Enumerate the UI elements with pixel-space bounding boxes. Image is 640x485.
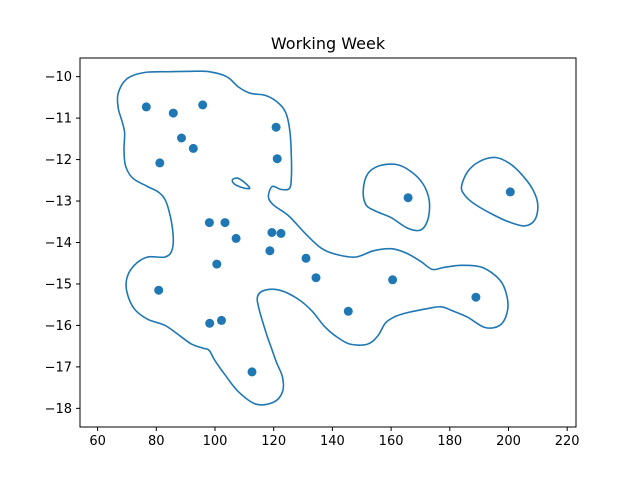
y-tick-label: −11 bbox=[45, 112, 72, 127]
x-tick-label: 60 bbox=[89, 434, 106, 449]
y-tick-label: −15 bbox=[45, 277, 72, 292]
y-axis-ticks: −10 −11 −12 −13 −14 −15 −16 −17 −18 bbox=[45, 70, 80, 417]
data-point-24 bbox=[471, 292, 481, 302]
y-tick-label: −14 bbox=[45, 236, 72, 251]
point-layer bbox=[141, 100, 515, 377]
y-tick-label: −12 bbox=[45, 153, 72, 168]
data-point-12 bbox=[276, 228, 286, 238]
y-tick-label: −17 bbox=[45, 360, 72, 375]
x-tick-label: 120 bbox=[261, 434, 286, 449]
density-contour-1 bbox=[231, 177, 251, 190]
y-tick-label: −18 bbox=[45, 402, 72, 417]
data-point-18 bbox=[205, 318, 215, 328]
data-point-6 bbox=[271, 122, 281, 132]
x-tick-label: 220 bbox=[555, 434, 580, 449]
data-point-7 bbox=[272, 154, 282, 164]
data-point-2 bbox=[198, 100, 208, 110]
data-point-14 bbox=[265, 246, 275, 256]
data-point-16 bbox=[311, 273, 321, 283]
density-contour-2 bbox=[362, 163, 431, 232]
data-point-17 bbox=[154, 285, 164, 295]
data-point-19 bbox=[217, 315, 226, 325]
y-tick-label: −10 bbox=[45, 70, 72, 85]
data-point-23 bbox=[403, 193, 413, 203]
data-point-21 bbox=[343, 306, 353, 316]
x-tick-label: 180 bbox=[437, 434, 462, 449]
data-point-20 bbox=[247, 367, 257, 377]
density-contour-3 bbox=[460, 156, 539, 227]
x-tick-label: 160 bbox=[379, 434, 404, 449]
x-tick-label: 200 bbox=[496, 434, 521, 449]
data-point-3 bbox=[177, 133, 186, 143]
x-tick-label: 140 bbox=[320, 434, 345, 449]
data-point-1 bbox=[168, 108, 178, 118]
data-point-4 bbox=[188, 143, 198, 153]
x-tick-label: 100 bbox=[203, 434, 228, 449]
contour-layer bbox=[116, 70, 539, 406]
data-point-0 bbox=[141, 102, 151, 112]
data-point-10 bbox=[231, 233, 241, 243]
y-tick-label: −13 bbox=[45, 195, 72, 210]
y-tick-label: −16 bbox=[45, 319, 72, 334]
chart-title: Working Week bbox=[271, 34, 386, 53]
x-axis-ticks: 60 80 100 120 140 160 180 200 220 bbox=[89, 427, 580, 449]
data-point-13 bbox=[212, 259, 222, 269]
data-point-5 bbox=[155, 158, 165, 168]
x-tick-label: 80 bbox=[148, 434, 165, 449]
data-point-22 bbox=[388, 275, 398, 285]
data-point-8 bbox=[204, 218, 214, 228]
data-point-15 bbox=[301, 253, 311, 263]
data-point-9 bbox=[220, 218, 230, 228]
data-point-25 bbox=[505, 187, 515, 197]
data-point-11 bbox=[267, 228, 277, 237]
density-contour-0 bbox=[116, 70, 509, 406]
